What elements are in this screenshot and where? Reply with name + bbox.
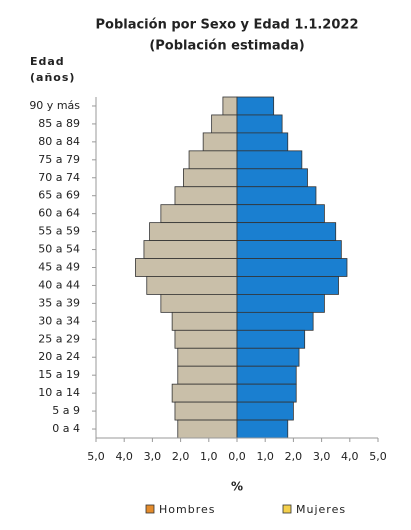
y-tick-label: 10 a 14 xyxy=(38,386,80,399)
y-tick-label: 55 a 59 xyxy=(38,225,80,238)
y-tick-label: 45 a 49 xyxy=(38,261,80,274)
legend-marker xyxy=(282,504,292,514)
y-tick-label: 5 a 9 xyxy=(52,404,80,417)
bar xyxy=(211,114,238,134)
chart-title: Población por Sexo y Edad 1.1.2022 xyxy=(95,18,358,33)
x-tick-label: 2,0 xyxy=(172,450,190,463)
y-tick-label: 90 y más xyxy=(29,99,80,112)
legend-label: Mujeres xyxy=(296,503,346,516)
bar xyxy=(143,240,238,259)
x-tick-label: 1,0 xyxy=(200,450,218,463)
bar xyxy=(174,186,238,206)
x-tick-label: 5,0 xyxy=(87,450,105,463)
x-axis-label: % xyxy=(231,480,243,494)
y-tick-label: 65 a 69 xyxy=(38,189,80,202)
legend-marker xyxy=(145,504,155,514)
x-tick-label: 1,0 xyxy=(256,450,274,463)
x-tick-label: 5,0 xyxy=(369,450,387,463)
bar xyxy=(236,311,314,331)
x-tick-label: 4,0 xyxy=(341,450,359,463)
bar xyxy=(236,168,308,188)
bar xyxy=(236,132,289,152)
bar xyxy=(171,383,238,403)
bar xyxy=(177,365,238,385)
bar xyxy=(202,132,238,152)
y-tick-label: 25 a 29 xyxy=(38,332,80,345)
bar xyxy=(236,258,348,277)
chart-subtitle: (Población estimada) xyxy=(149,39,304,54)
bar xyxy=(236,365,297,385)
bar xyxy=(236,150,303,170)
bar xyxy=(188,150,238,170)
bar xyxy=(236,329,306,349)
bar xyxy=(236,222,337,241)
bar xyxy=(174,329,238,349)
bar xyxy=(146,276,238,295)
bar xyxy=(174,401,238,421)
bar xyxy=(236,401,294,421)
bar xyxy=(171,311,238,331)
y-tick-label: 40 a 44 xyxy=(38,278,80,291)
y-tick-label: 85 a 89 xyxy=(38,117,80,130)
y-tick-label: 30 a 34 xyxy=(38,314,80,327)
bar xyxy=(236,383,297,403)
y-tick-label: 75 a 79 xyxy=(38,153,80,166)
bar xyxy=(135,258,238,277)
bar xyxy=(160,294,238,313)
bar xyxy=(160,204,238,224)
bar xyxy=(222,96,238,116)
y-tick-label: 20 a 24 xyxy=(38,350,80,363)
y-tick-label: 50 a 54 xyxy=(38,243,80,256)
bar xyxy=(236,240,342,259)
y-tick-label: 70 a 74 xyxy=(38,171,80,184)
x-tick-label: 0,0 xyxy=(228,450,246,463)
x-tick-label: 2,0 xyxy=(285,450,303,463)
bar xyxy=(177,347,238,367)
bar xyxy=(236,114,283,134)
bar xyxy=(236,276,339,295)
y-tick-label: 0 a 4 xyxy=(52,422,80,435)
bar xyxy=(177,419,238,439)
y-tick-label: 80 a 84 xyxy=(38,135,80,148)
legend-label: Hombres xyxy=(159,503,215,516)
x-tick-label: 3,0 xyxy=(313,450,331,463)
bar xyxy=(236,96,275,116)
y-axis-label: (años) xyxy=(30,71,75,84)
bar xyxy=(236,294,325,313)
y-axis-label: Edad xyxy=(30,55,65,68)
bar xyxy=(149,222,238,241)
bar xyxy=(236,347,300,367)
x-tick-label: 3,0 xyxy=(144,450,162,463)
bar xyxy=(236,204,325,224)
bar xyxy=(236,186,317,206)
x-tick-label: 4,0 xyxy=(115,450,133,463)
bar xyxy=(183,168,238,188)
y-tick-label: 35 a 39 xyxy=(38,296,80,309)
y-tick-label: 15 a 19 xyxy=(38,368,80,381)
bar xyxy=(236,419,289,439)
y-tick-label: 60 a 64 xyxy=(38,207,80,220)
